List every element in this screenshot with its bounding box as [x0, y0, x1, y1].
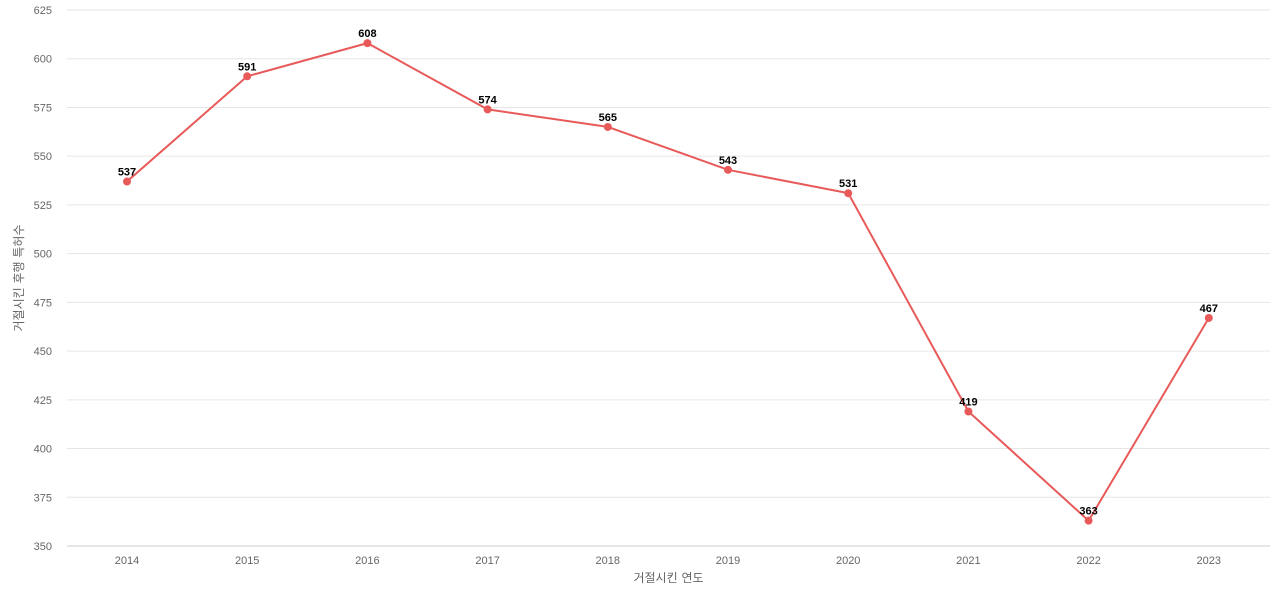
y-tick-label: 350 [34, 541, 52, 553]
data-point [243, 72, 252, 81]
data-label: 608 [358, 28, 376, 40]
data-point [483, 105, 492, 114]
data-point [123, 177, 131, 186]
data-point [363, 39, 372, 48]
data-label: 537 [118, 167, 136, 179]
x-tick-label: 2015 [235, 555, 259, 567]
x-tick-label: 2014 [115, 555, 139, 567]
data-label: 591 [238, 61, 256, 73]
data-label: 531 [839, 178, 857, 190]
x-tick-label: 2016 [355, 555, 379, 567]
y-tick-label: 425 [34, 395, 52, 407]
data-label: 467 [1200, 303, 1218, 315]
data-point [724, 165, 732, 174]
x-tick-label: 2017 [475, 555, 499, 567]
data-label: 565 [599, 112, 617, 124]
x-tick-label: 2023 [1197, 555, 1221, 567]
data-label: 543 [719, 155, 737, 167]
y-axis: 350 375 400 425 450 475 500 525 550 575 600 625 [34, 5, 52, 553]
y-tick-label: 475 [34, 297, 52, 309]
y-axis-title: 거절시킨 후행 특허수 [11, 225, 26, 332]
y-tick-label: 600 [34, 54, 52, 66]
y-tick-label: 525 [34, 200, 52, 212]
y-tick-label: 500 [34, 249, 52, 261]
data-label: 419 [959, 397, 977, 409]
x-tick-label: 2020 [836, 555, 860, 567]
grid [67, 9, 1270, 547]
y-tick-label: 625 [34, 5, 52, 17]
data-point [603, 122, 612, 131]
x-tick-label: 2021 [956, 555, 980, 567]
y-tick-label: 575 [34, 102, 52, 114]
x-tick-label: 2019 [716, 555, 740, 567]
data-labels: 537 591 608 574 565 543 531 419 363 467 [118, 28, 1218, 518]
x-tick-label: 2018 [596, 555, 620, 567]
series-line [126, 42, 1210, 523]
data-point [1204, 313, 1213, 322]
data-label: 574 [478, 94, 497, 106]
y-tick-label: 550 [34, 151, 52, 163]
y-tick-label: 450 [34, 346, 52, 358]
x-axis-title: 거절시킨 연도 [633, 571, 703, 585]
data-point [844, 189, 853, 198]
y-tick-label: 375 [34, 492, 52, 504]
y-tick-label: 400 [34, 444, 52, 456]
data-label: 363 [1079, 506, 1097, 518]
data-point [1084, 516, 1093, 525]
x-axis: 2014 2015 2016 2017 2018 2019 2020 2021 2022 2023 [115, 555, 1221, 567]
data-point [964, 407, 973, 416]
x-tick-label: 2022 [1076, 555, 1100, 567]
series-markers [123, 39, 1213, 525]
